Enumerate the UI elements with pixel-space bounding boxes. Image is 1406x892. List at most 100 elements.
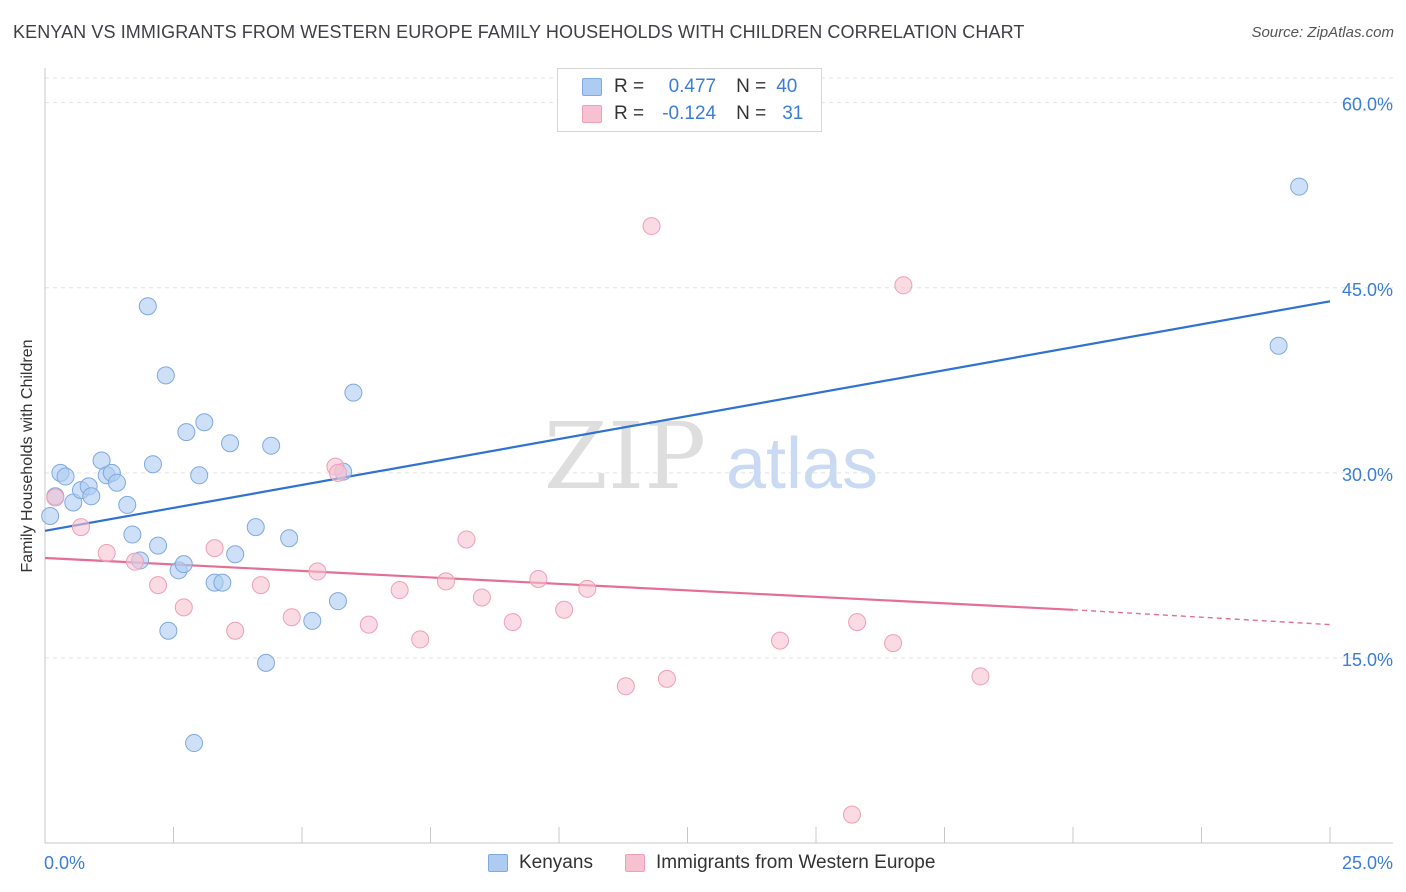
point-immigrants — [616, 677, 635, 696]
point-immigrants — [457, 530, 476, 549]
watermark: ZIP atlas — [544, 403, 878, 510]
point-kenyans — [262, 436, 281, 455]
point-kenyans — [123, 525, 142, 544]
y-tick-label: 60.0% — [1342, 95, 1393, 115]
trend-line-kenyans — [44, 300, 1331, 532]
legend-r-label: R = — [614, 76, 645, 97]
point-immigrants — [308, 562, 327, 581]
point-immigrants — [390, 581, 409, 600]
y-tick-label: 45.0% — [1342, 280, 1393, 300]
legend-n-label: N = — [736, 103, 767, 124]
x-tick-label: 25.0% — [1342, 853, 1393, 873]
point-kenyans — [177, 423, 196, 442]
point-kenyans — [303, 611, 322, 630]
point-immigrants — [71, 518, 90, 537]
bottom-legend: Kenyans Immigrants from Western Europe — [488, 852, 967, 874]
y-axis-label: Family Households with Children — [19, 339, 36, 573]
point-immigrants — [436, 572, 455, 591]
point-kenyans — [56, 467, 75, 486]
point-immigrants — [205, 539, 224, 558]
point-kenyans — [257, 653, 276, 672]
watermark-atlas: atlas — [726, 424, 878, 504]
point-immigrants — [46, 488, 65, 507]
point-kenyans — [138, 297, 157, 316]
bottom-legend-label-kenyans: Kenyans — [519, 852, 593, 873]
bottom-legend-swatch-immigrants — [624, 854, 645, 872]
point-kenyans — [174, 555, 193, 574]
grid-lines — [45, 77, 1393, 659]
legend: R = 0.477 N = 40 R = -0.124 N = 31 — [557, 68, 822, 132]
point-kenyans — [221, 434, 240, 453]
point-immigrants — [529, 569, 548, 588]
point-kenyans — [82, 487, 101, 506]
legend-r-label: R = — [614, 103, 645, 124]
point-kenyans — [246, 518, 265, 537]
bottom-legend-label-immigrants: Immigrants from Western Europe — [655, 852, 936, 873]
point-kenyans — [190, 466, 209, 485]
point-kenyans — [185, 734, 204, 753]
point-immigrants — [642, 217, 661, 236]
watermark-zip: ZIP — [544, 403, 706, 510]
legend-r-value: -0.124 — [662, 103, 717, 124]
point-kenyans — [107, 473, 126, 492]
point-immigrants — [282, 608, 301, 627]
point-immigrants — [971, 667, 990, 686]
trend-line-immigrants-extension — [1072, 609, 1331, 626]
legend-n-label: N = — [736, 76, 767, 97]
bottom-legend-kenyans: Kenyans — [488, 852, 593, 874]
legend-row-kenyans: R = 0.477 N = 40 — [582, 75, 797, 99]
point-kenyans — [118, 495, 137, 514]
point-immigrants — [97, 544, 116, 563]
point-immigrants — [174, 598, 193, 617]
point-immigrants — [657, 669, 676, 688]
point-kenyans — [195, 413, 214, 432]
legend-n-value: 40 — [776, 76, 798, 97]
point-kenyans — [149, 536, 168, 555]
point-kenyans — [41, 507, 60, 526]
legend-row-immigrants: R = -0.124 N = 31 — [582, 102, 803, 126]
point-immigrants — [884, 634, 903, 653]
source-label: Source: ZipAtlas.com — [1251, 24, 1394, 41]
point-immigrants — [328, 463, 347, 482]
chart-title: KENYAN VS IMMIGRANTS FROM WESTERN EUROPE… — [13, 22, 1025, 42]
bottom-legend-swatch-kenyans — [488, 854, 508, 872]
point-immigrants — [226, 621, 245, 640]
point-kenyans — [1290, 177, 1309, 196]
point-kenyans — [156, 366, 175, 385]
point-kenyans — [213, 573, 232, 592]
point-kenyans — [159, 621, 178, 640]
point-immigrants — [251, 576, 270, 595]
tick-labels: 15.0% 30.0% 45.0% 60.0% 0.0% 25.0% — [44, 95, 1393, 873]
point-kenyans — [1269, 336, 1288, 355]
point-immigrants — [149, 576, 168, 595]
point-immigrants — [771, 631, 790, 650]
point-immigrants — [842, 805, 861, 824]
point-immigrants — [359, 615, 378, 634]
legend-swatch-immigrants — [582, 105, 602, 123]
point-kenyans — [226, 545, 245, 564]
point-immigrants — [411, 630, 430, 649]
x-tick-label: 0.0% — [44, 853, 85, 873]
point-immigrants — [125, 552, 144, 571]
y-tick-label: 30.0% — [1342, 465, 1393, 485]
point-kenyans — [344, 383, 363, 402]
point-immigrants — [894, 276, 913, 295]
data-points — [41, 177, 1309, 824]
bottom-legend-immigrants: Immigrants from Western Europe — [624, 852, 936, 874]
legend-r-value: 0.477 — [668, 76, 717, 97]
legend-n-value: 31 — [782, 103, 804, 124]
point-kenyans — [328, 592, 347, 611]
legend-swatch-kenyans — [582, 78, 602, 96]
axes — [44, 68, 1393, 844]
trend-line-immigrants — [44, 556, 1074, 611]
point-immigrants — [472, 588, 491, 607]
y-tick-label: 15.0% — [1342, 650, 1393, 670]
point-kenyans — [143, 455, 162, 474]
point-immigrants — [578, 579, 597, 598]
point-kenyans — [280, 529, 299, 548]
point-immigrants — [555, 600, 574, 619]
trend-lines — [44, 300, 1331, 626]
point-immigrants — [503, 613, 522, 632]
point-immigrants — [848, 613, 867, 632]
